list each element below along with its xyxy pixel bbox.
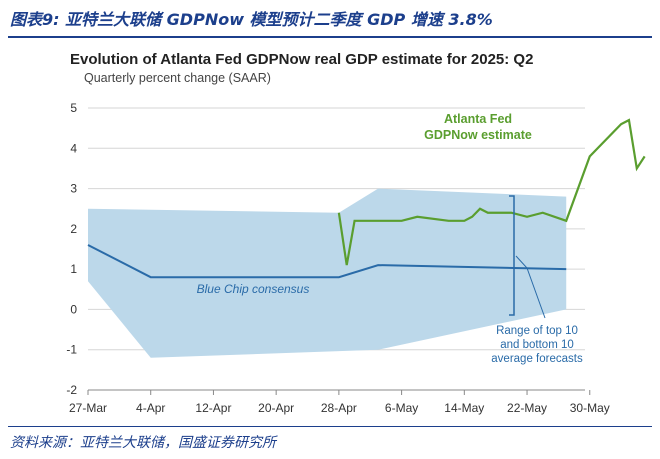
gdpnow-label-line1: Atlanta Fed [444, 112, 512, 126]
x-tick-label: 27-Mar [69, 401, 107, 415]
gdpnow-label-line2: GDPNow estimate [424, 128, 532, 142]
y-tick-label: 0 [70, 302, 77, 316]
chart-title: Evolution of Atlanta Fed GDPNow real GDP… [70, 51, 534, 68]
x-tick-label: 4-Apr [136, 401, 165, 415]
chart-subtitle: Quarterly percent change (SAAR) [84, 71, 271, 85]
forecast-range-band [88, 188, 567, 358]
figure-caption: 图表9: 亚特兰大联储 GDPNow 模型预计二季度 GDP 增速 3.8% [10, 10, 493, 29]
y-tick-label: 2 [70, 222, 77, 236]
range-label-line2: and bottom 10 [500, 339, 574, 351]
x-tick-label: 20-Apr [258, 401, 294, 415]
range-label-line1: Range of top 10 [496, 325, 578, 337]
x-tick-label: 6-May [385, 401, 418, 415]
source-divider [8, 426, 652, 427]
source-note: 资料来源：亚特兰大联储，国盛证券研究所 [10, 435, 276, 451]
x-tick-label: 28-Apr [321, 401, 357, 415]
x-axis-ticks: 27-Mar 4-Apr 12-Apr 20-Apr 28-Apr 6-May 14-May… [69, 390, 610, 415]
bluechip-label: Blue Chip consensus [197, 282, 310, 296]
y-tick-label: 3 [70, 182, 77, 196]
x-tick-label: 12-Apr [195, 401, 231, 415]
range-label-line3: average forecasts [491, 353, 583, 365]
gdpnow-chart: -2 -1 0 1 2 3 4 5 27-Mar 4-Apr 12-Apr 20-Apr 28-Apr… [66, 101, 646, 415]
y-tick-label: 4 [70, 141, 77, 155]
gdpnow-estimate-line [337, 118, 646, 266]
x-tick-label: 22-May [507, 401, 547, 415]
y-tick-label: -2 [66, 383, 77, 397]
y-tick-label: 5 [70, 101, 77, 115]
range-bracket [509, 195, 515, 316]
y-tick-label: 1 [70, 262, 77, 276]
y-axis-ticks: -2 -1 0 1 2 3 4 5 [66, 101, 77, 397]
y-tick-label: -1 [66, 343, 77, 357]
bluechip-consensus-line [87, 244, 567, 279]
range-callout-line [515, 255, 546, 319]
x-tick-label: 14-May [444, 401, 484, 415]
x-tick-label: 30-May [570, 401, 610, 415]
caption-divider [8, 36, 652, 38]
